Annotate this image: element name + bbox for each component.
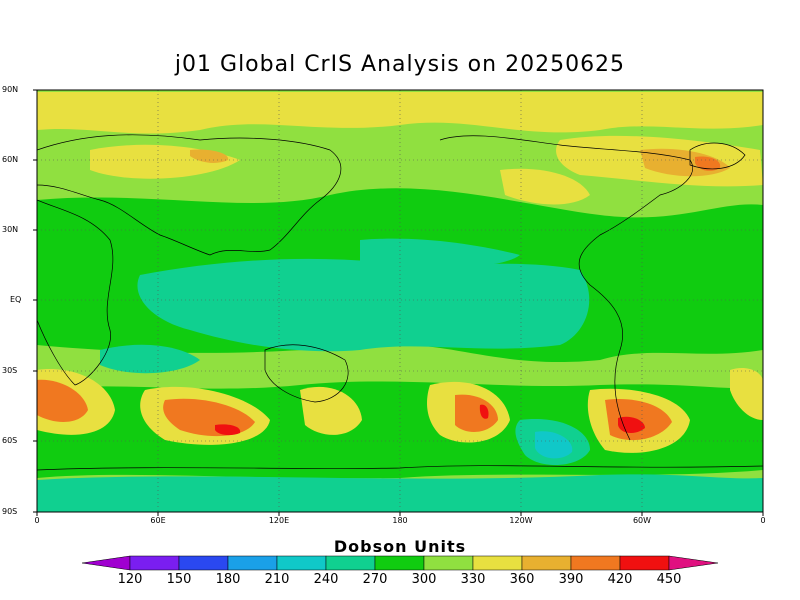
lon-label-60w: 60W — [632, 516, 652, 525]
colorbar-tick-label: 420 — [607, 572, 633, 587]
colorbar-arrow-low — [81, 555, 131, 571]
colorbar-segment — [129, 555, 180, 571]
colorbar-tick-label: 120 — [117, 572, 143, 587]
tropical-core — [137, 258, 590, 352]
south-atlantic-orange — [37, 379, 88, 422]
colorbar-segment — [423, 555, 474, 571]
indian-red — [215, 424, 241, 436]
axis-ticks — [33, 89, 764, 516]
colorbar-segment — [276, 555, 327, 571]
siberia-orange — [190, 149, 229, 163]
lon-label-120e: 120E — [268, 516, 290, 525]
colorbar-segment — [227, 555, 278, 571]
colorbar-segment — [178, 555, 229, 571]
north-yellow — [37, 92, 763, 134]
antarctic-teal — [37, 474, 763, 512]
colorbar-tick-label: 450 — [656, 572, 682, 587]
lon-label-0-end: 0 — [760, 516, 766, 525]
coastlines — [37, 134, 763, 471]
pacific-orange — [455, 394, 498, 432]
colorbar-tick-label: 330 — [460, 572, 486, 587]
lon-label-0: 0 — [34, 516, 40, 525]
lon-label-120w: 120W — [509, 516, 533, 525]
lon-label-180: 180 — [392, 516, 408, 525]
lat-label-60n: 60N — [2, 155, 19, 164]
lat-label-90n: 90N — [2, 85, 19, 94]
colorbar-tick-label: 270 — [362, 572, 388, 587]
indian-ocean-teal — [100, 344, 200, 374]
colorbar-segment — [619, 555, 670, 571]
colorbar-tick-label: 360 — [509, 572, 535, 587]
colorbar — [81, 555, 719, 571]
map-title: j01 Global CrIS Analysis on 20250625 — [174, 52, 626, 77]
colorbar-tick-label: 240 — [313, 572, 339, 587]
colorbar-tick-label: 180 — [215, 572, 241, 587]
lat-label-eq: EQ — [10, 295, 22, 304]
lat-label-90s: 90S — [2, 507, 18, 516]
colorbar-tick-label: 390 — [558, 572, 584, 587]
australia-south-high — [300, 386, 362, 435]
lat-label-30s: 30S — [2, 366, 18, 375]
colorbar-segment — [570, 555, 621, 571]
colorbar-segment — [472, 555, 523, 571]
pacific-red — [479, 404, 489, 419]
lat-label-60s: 60S — [2, 436, 18, 445]
colorbar-segment — [374, 555, 425, 571]
colorbar-tick-label: 210 — [264, 572, 290, 587]
colorbar-tick-label: 300 — [411, 572, 437, 587]
pacific-south-teal-core — [535, 431, 573, 459]
colorbar-arrow-high — [668, 555, 719, 571]
colorbar-tick-label: 150 — [166, 572, 192, 587]
east-high — [730, 368, 763, 420]
tropical-core-2 — [360, 238, 520, 268]
lon-label-60e: 60E — [150, 516, 166, 525]
grid-lines — [37, 90, 763, 512]
colorbar-segment — [521, 555, 572, 571]
colorbar-title: Dobson Units — [333, 537, 467, 556]
lat-label-30n: 30N — [2, 225, 19, 234]
us-yellow — [500, 168, 590, 205]
colorbar-segment — [325, 555, 376, 571]
